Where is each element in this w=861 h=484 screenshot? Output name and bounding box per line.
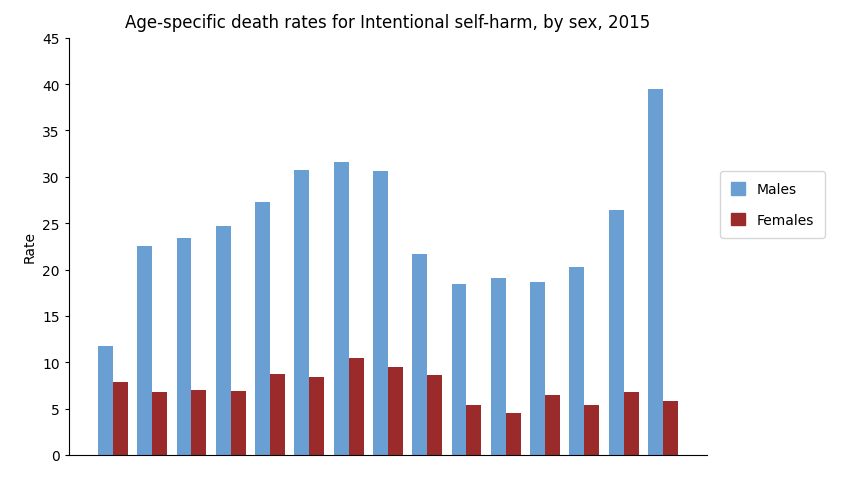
Bar [608,211,623,455]
Bar [584,405,598,455]
Bar [490,278,505,455]
Bar [412,254,427,455]
Bar [544,395,560,455]
Bar [294,171,309,455]
Bar [466,405,480,455]
Bar [623,392,638,455]
Bar [113,382,127,455]
Bar [309,377,324,455]
Bar [569,267,584,455]
Bar [373,172,387,455]
Bar [269,375,285,455]
Bar [387,367,402,455]
Bar [152,392,167,455]
Y-axis label: Rate: Rate [22,231,37,263]
Bar [505,413,520,455]
Bar [451,285,466,455]
Legend: Males, Females: Males, Females [719,172,824,239]
Bar [662,401,677,455]
Bar [98,346,113,455]
Bar [427,376,442,455]
Title: Age-specific death rates for Intentional self-harm, by sex, 2015: Age-specific death rates for Intentional… [125,14,650,31]
Bar [530,283,544,455]
Bar [647,90,662,455]
Bar [333,163,348,455]
Bar [191,390,206,455]
Bar [137,247,152,455]
Bar [348,358,363,455]
Bar [255,202,269,455]
Bar [231,391,245,455]
Bar [177,239,191,455]
Bar [215,227,231,455]
